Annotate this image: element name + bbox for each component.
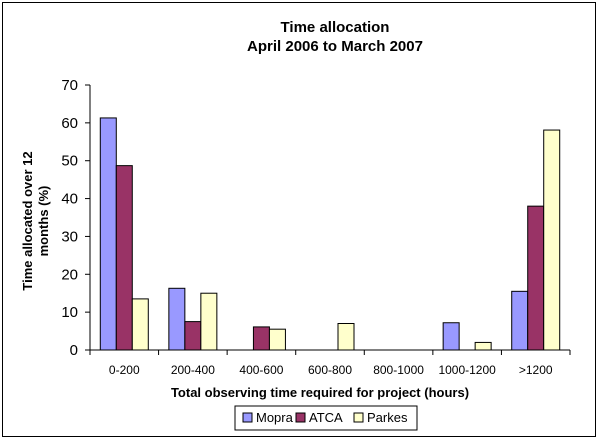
axes — [85, 84, 571, 355]
bar-atca — [252, 326, 270, 351]
x-tick-label: >1200 — [519, 363, 553, 377]
bar-parkes — [268, 328, 286, 351]
y-axis-title-line-1: Time allocated over 12 — [20, 151, 35, 290]
x-axis-title: Total observing time required for projec… — [171, 385, 469, 400]
y-tick-label: 40 — [61, 191, 78, 208]
x-tick-label: 0-200 — [109, 363, 140, 377]
y-tick-labels: 0 10 20 30 40 50 60 70 — [61, 77, 78, 359]
bar-parkes — [131, 298, 149, 351]
y-tick-label: 60 — [61, 115, 78, 132]
x-tick-label: 1000-1200 — [438, 363, 496, 377]
legend: Mopra ATCA Parkes — [234, 405, 418, 431]
chart-title-line-1: Time allocation — [281, 19, 390, 36]
bar-parkes — [337, 323, 355, 351]
bar-mopra — [99, 117, 117, 351]
legend-swatch-atca — [295, 412, 306, 423]
bar-atca — [115, 165, 133, 351]
bar-parkes — [474, 341, 492, 351]
bar-parkes — [543, 129, 561, 351]
x-tick-label: 200-400 — [171, 363, 215, 377]
y-tick-label: 70 — [61, 77, 78, 94]
chart-title-line-2: April 2006 to March 2007 — [247, 38, 423, 55]
bars — [99, 117, 561, 351]
bar-parkes — [200, 292, 218, 351]
x-tick-label: 600-800 — [308, 363, 352, 377]
y-tick-label: 20 — [61, 266, 78, 283]
bar-mopra — [168, 287, 186, 351]
x-tick-label: 800-1000 — [373, 363, 424, 377]
y-tick-label: 0 — [70, 342, 78, 359]
bar-atca — [184, 321, 202, 351]
x-tick-label: 400-600 — [239, 363, 283, 377]
y-tick-label: 50 — [61, 153, 78, 170]
bar-atca — [527, 205, 545, 351]
legend-label-mopra: Mopra — [256, 410, 294, 425]
legend-swatch-mopra — [242, 412, 253, 423]
legend-label-atca: ATCA — [309, 410, 343, 425]
y-tick-label: 10 — [61, 304, 78, 321]
y-axis-title-line-2: months (%) — [36, 186, 51, 257]
x-tick-labels: 0-200 200-400 400-600 600-800 800-1000 1000-1… — [109, 363, 553, 377]
legend-box — [234, 405, 418, 431]
bar-mopra — [442, 322, 460, 351]
y-tick-label: 30 — [61, 228, 78, 245]
legend-swatch-parkes — [353, 412, 364, 423]
legend-label-parkes: Parkes — [367, 410, 408, 425]
bar-mopra — [511, 290, 529, 351]
